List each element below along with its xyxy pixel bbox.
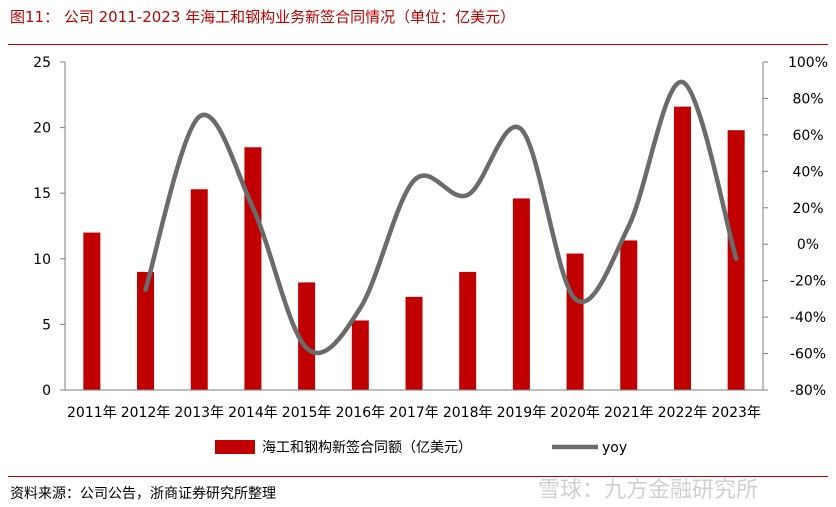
- bar-2013: [190, 189, 208, 390]
- x-tick-label: 2013年: [174, 405, 224, 421]
- watermark: 雪球：九方金融研究所: [538, 478, 759, 503]
- combo-chart: 0 5 10 15 20 25 -80% -60% -40% -20% 0% 20% 40% 60% 80%…: [33, 55, 828, 456]
- left-tick-label: 15: [33, 186, 51, 202]
- x-tick-label: 2014年: [228, 405, 278, 421]
- legend: 海工和钢构新签合同额（亿美元） yoy: [215, 439, 627, 456]
- source-note: 资料来源：公司公告，浙商证券研究所整理: [10, 486, 276, 502]
- x-tick-label: 2023年: [711, 405, 761, 421]
- bar-2016: [351, 320, 369, 390]
- x-tick-label: 2020年: [550, 405, 600, 421]
- left-tick-label: 20: [33, 121, 51, 137]
- right-tick-label: 60%: [792, 128, 823, 144]
- x-tick-label: 2016年: [335, 405, 385, 421]
- right-tick-label: 80%: [792, 91, 823, 107]
- line-layer: [143, 79, 739, 356]
- left-tick-label: 10: [33, 252, 51, 268]
- x-tick-label: 2018年: [443, 405, 493, 421]
- right-tick-label: 20%: [792, 201, 823, 217]
- right-tick-label: -80%: [790, 383, 826, 399]
- footer-divider: [8, 476, 828, 477]
- bar-2022: [673, 106, 691, 390]
- bar-2021: [620, 240, 638, 390]
- title-divider: [8, 44, 828, 45]
- x-tick-label: 2017年: [389, 405, 439, 421]
- axes-layer: 0 5 10 15 20 25 -80% -60% -40% -20% 0% 20% 40% 60% 80%…: [33, 55, 828, 421]
- x-tick-label: 2015年: [282, 405, 332, 421]
- left-tick-label: 0: [42, 383, 51, 399]
- bar-2018: [459, 271, 477, 390]
- right-tick-label: 40%: [792, 164, 823, 180]
- bar-2012: [137, 271, 155, 390]
- legend-bar-label: 海工和钢构新签合同额（亿美元）: [262, 439, 472, 456]
- x-tick-label: 2022年: [658, 405, 708, 421]
- x-tick-label: 2011年: [67, 405, 117, 421]
- legend-line-label: yoy: [602, 440, 627, 456]
- bar-2020: [566, 253, 584, 390]
- x-tick-label: 2021年: [604, 405, 654, 421]
- chart-title: 图11： 公司 2011-2023 年海工和钢构业务新签合同情况（单位：亿美元）: [10, 8, 516, 26]
- legend-bar-swatch: [215, 440, 255, 454]
- bar-2011: [83, 232, 101, 390]
- left-tick-label: 5: [42, 317, 51, 333]
- left-tick-label: 25: [33, 55, 51, 71]
- bar-2017: [405, 296, 423, 390]
- right-tick-label: -60%: [790, 347, 826, 363]
- x-tick-label: 2012年: [121, 405, 171, 421]
- right-tick-label: 100%: [788, 55, 828, 71]
- right-tick-label: 0%: [797, 237, 819, 253]
- bar-2014: [244, 147, 262, 390]
- right-tick-label: -40%: [790, 310, 826, 326]
- bar-2019: [512, 198, 530, 390]
- right-tick-label: -20%: [790, 274, 826, 290]
- bars-layer: [83, 106, 745, 390]
- bar-2015: [298, 282, 316, 390]
- x-tick-label: 2019年: [497, 405, 547, 421]
- yoy-line: [143, 79, 739, 356]
